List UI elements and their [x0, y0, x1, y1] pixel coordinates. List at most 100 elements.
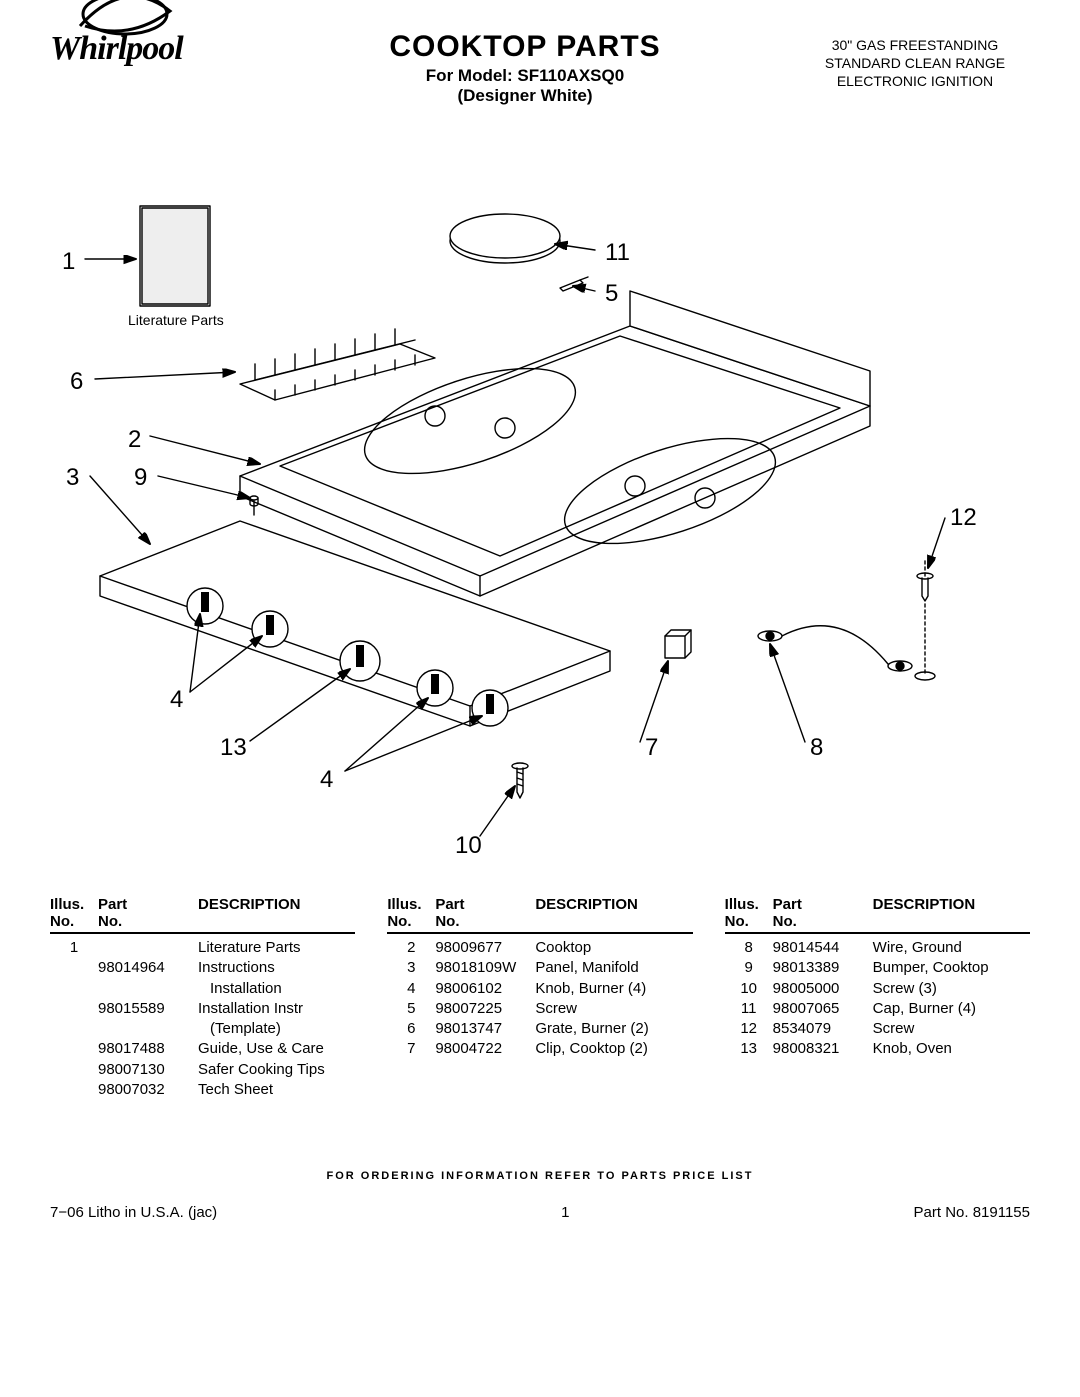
cell-desc: (Template) [198, 1019, 355, 1039]
callout-number: 4 [170, 686, 183, 714]
parts-row: 128534079Screw [725, 1019, 1030, 1039]
header-illus: Illus.No. [387, 896, 435, 930]
cell-desc: Safer Cooking Tips [198, 1060, 355, 1080]
cell-part: 98014964 [98, 958, 198, 978]
cell-illus: 13 [725, 1039, 773, 1059]
callout-number: 5 [605, 280, 618, 308]
cell-part: 98005000 [773, 979, 873, 999]
spec-line: STANDARD CLEAN RANGE [800, 54, 1030, 72]
cell-part: 98007130 [98, 1060, 198, 1080]
parts-row: 1398008321Knob, Oven [725, 1039, 1030, 1059]
cell-illus [50, 999, 98, 1019]
callout-number: 3 [66, 464, 79, 492]
footer-center: 1 [561, 1204, 569, 1221]
cell-desc: Screw (3) [873, 979, 1030, 999]
column-header: Illus.No.PartNo.DESCRIPTION [50, 896, 355, 934]
parts-column: Illus.No.PartNo.DESCRIPTION 898014544Wire… [725, 896, 1030, 1100]
cell-illus: 4 [387, 979, 435, 999]
title-block: COOKTOP PARTS For Model: SF110AXSQ0 (Des… [250, 30, 800, 106]
callout-number: 4 [320, 766, 333, 794]
header-desc: DESCRIPTION [873, 896, 1030, 930]
callout-number: 1 [62, 248, 75, 276]
cell-illus: 11 [725, 999, 773, 1019]
cell-illus: 8 [725, 938, 773, 958]
cell-part: 98007225 [435, 999, 535, 1019]
column-header: Illus.No.PartNo.DESCRIPTION [725, 896, 1030, 934]
cell-desc: Wire, Ground [873, 938, 1030, 958]
cell-illus: 5 [387, 999, 435, 1019]
header-part: PartNo. [98, 896, 198, 930]
cell-desc: Literature Parts [198, 938, 355, 958]
cell-part: 98006102 [435, 979, 535, 999]
header-desc: DESCRIPTION [198, 896, 355, 930]
callout-number: 8 [810, 734, 823, 762]
parts-row: 898014544Wire, Ground [725, 938, 1030, 958]
parts-row: 98017488Guide, Use & Care [50, 1039, 355, 1059]
header-desc: DESCRIPTION [535, 896, 692, 930]
footer-ordering-note: FOR ORDERING INFORMATION REFER TO PARTS … [50, 1170, 1030, 1182]
cell-illus: 1 [50, 938, 98, 958]
cell-part [98, 979, 198, 999]
parts-row: 498006102Knob, Burner (4) [387, 979, 692, 999]
spec-line: 30" GAS FREESTANDING [800, 36, 1030, 54]
callout-number: 7 [645, 734, 658, 762]
parts-row: 798004722Clip, Cooktop (2) [387, 1039, 692, 1059]
cell-illus [50, 979, 98, 999]
cell-illus: 2 [387, 938, 435, 958]
cell-part [98, 938, 198, 958]
cell-illus [50, 1039, 98, 1059]
cell-illus: 3 [387, 958, 435, 978]
variant-line: (Designer White) [250, 86, 800, 106]
cell-illus: 7 [387, 1039, 435, 1059]
parts-row: 98014964Instructions [50, 958, 355, 978]
cell-desc: Knob, Oven [873, 1039, 1030, 1059]
cell-part: 98015589 [98, 999, 198, 1019]
cell-part [98, 1019, 198, 1039]
parts-row: 698013747Grate, Burner (2) [387, 1019, 692, 1039]
callout-number: 11 [605, 239, 630, 267]
spec-line: ELECTRONIC IGNITION [800, 72, 1030, 90]
cell-desc: Cooktop [535, 938, 692, 958]
diagram-svg [50, 146, 1030, 866]
parts-row: (Template) [50, 1019, 355, 1039]
cell-desc: Cap, Burner (4) [873, 999, 1030, 1019]
cell-desc: Knob, Burner (4) [535, 979, 692, 999]
cell-part: 98008321 [773, 1039, 873, 1059]
cell-desc: Guide, Use & Care [198, 1039, 355, 1059]
callout-number: 9 [134, 464, 147, 492]
header-part: PartNo. [773, 896, 873, 930]
cell-part: 98009677 [435, 938, 535, 958]
cell-desc: Screw [535, 999, 692, 1019]
cell-illus: 12 [725, 1019, 773, 1039]
cell-part: 98013389 [773, 958, 873, 978]
callout-number: 13 [220, 734, 247, 762]
cell-illus: 9 [725, 958, 773, 978]
parts-column: Illus.No.PartNo.DESCRIPTION 1 Literature P… [50, 896, 355, 1100]
parts-tables: Illus.No.PartNo.DESCRIPTION1Literature P… [50, 896, 1030, 1100]
parts-row: 98007032Tech Sheet [50, 1080, 355, 1100]
footer-right: Part No. 8191155 [914, 1204, 1030, 1221]
cell-part: 98014544 [773, 938, 873, 958]
spec-block: 30" GAS FREESTANDING STANDARD CLEAN RANG… [800, 30, 1030, 91]
cell-desc: Tech Sheet [198, 1080, 355, 1100]
cell-illus [50, 958, 98, 978]
brand-logo: Whirlpool [50, 30, 250, 68]
footer-left: 7−06 Litho in U.S.A. (jac) [50, 1204, 217, 1221]
parts-row: Installation [50, 979, 355, 999]
callout-number: 6 [70, 368, 83, 396]
exploded-diagram: Literature Parts 111562391241347810 [50, 146, 1030, 866]
cell-illus: 10 [725, 979, 773, 999]
cell-desc: Bumper, Cooktop [873, 958, 1030, 978]
footer-bar: 7−06 Litho in U.S.A. (jac) 1 Part No. 81… [50, 1204, 1030, 1221]
parts-row: 298009677Cooktop [387, 938, 692, 958]
cell-illus: 6 [387, 1019, 435, 1039]
cell-illus [50, 1019, 98, 1039]
parts-row: 98015589Installation Instr [50, 999, 355, 1019]
callout-number: 10 [455, 832, 482, 860]
parts-row: 1198007065Cap, Burner (4) [725, 999, 1030, 1019]
cell-desc: Screw [873, 1019, 1030, 1039]
cell-illus [50, 1060, 98, 1080]
cell-desc: Instructions [198, 958, 355, 978]
parts-row: 998013389Bumper, Cooktop [725, 958, 1030, 978]
cell-desc: Clip, Cooktop (2) [535, 1039, 692, 1059]
